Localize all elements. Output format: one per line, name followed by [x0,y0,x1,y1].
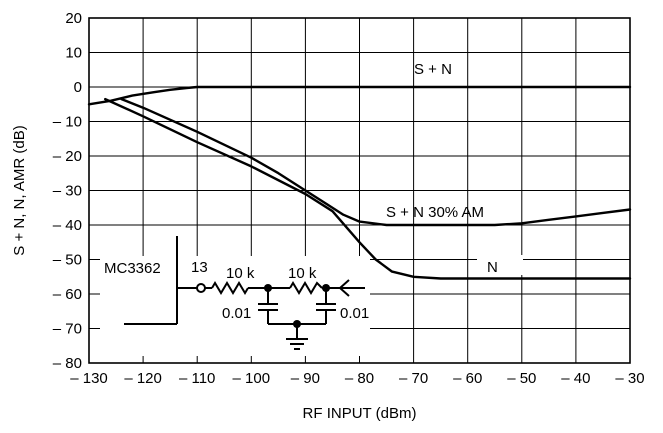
capacitor-2-label: 0.01 [340,305,369,322]
x-tick-label: – 70 [399,370,428,387]
y-tick-label: 20 [65,10,82,27]
x-tick-label: – 90 [291,370,320,387]
y-tick-label: – 10 [53,114,82,131]
series-label-s-plus-n-30-am: S + N 30% AM [386,204,484,221]
series-label-s-plus-n: S + N [414,61,452,78]
y-tick-label: – 80 [53,355,82,372]
resistor-1 [211,281,249,295]
device-label: MC3362 [104,260,161,277]
x-tick-label: – 80 [345,370,374,387]
x-tick-label: – 40 [561,370,590,387]
inset-circuit: MC3362 13 10 k 10 k 0.01 0.01 [100,236,370,356]
y-tick-label: – 30 [53,183,82,200]
y-tick-label: – 60 [53,286,82,303]
y-axis-label: S + N, N, AMR (dB) [11,125,28,255]
x-tick-label: – 50 [507,370,536,387]
tick-labels: – 130– 120– 110– 100– 90– 80– 70– 60– 50… [53,10,645,387]
y-tick-label: 10 [65,45,82,62]
series-line-0 [87,85,632,106]
series-label-n-background [477,255,523,275]
pin-label: 13 [191,259,208,276]
x-axis-label: RF INPUT (dBm) [303,405,417,422]
y-tick-label: 0 [74,79,82,96]
x-tick-label: – 60 [453,370,482,387]
series-label-n: N [487,259,498,276]
resistor-1-label: 10 k [226,265,255,282]
series-line-1 [120,97,632,227]
y-tick-label: – 50 [53,252,82,269]
curves [87,85,632,280]
x-tick-label: – 100 [233,370,271,387]
inset-background [100,256,370,356]
resistor-2-label: 10 k [288,265,317,282]
capacitor-1-label: 0.01 [222,305,251,322]
y-tick-label: – 70 [53,321,82,338]
series-line-2 [103,97,632,280]
y-tick-label: – 40 [53,217,82,234]
resistor-2 [289,281,323,295]
x-tick-label: – 130 [70,370,108,387]
x-tick-label: – 30 [615,370,644,387]
pin-terminal [196,283,206,293]
y-tick-label: – 20 [53,148,82,165]
x-tick-label: – 110 [179,370,215,387]
plot-frame [88,17,631,364]
x-tick-label: – 120 [124,370,162,387]
